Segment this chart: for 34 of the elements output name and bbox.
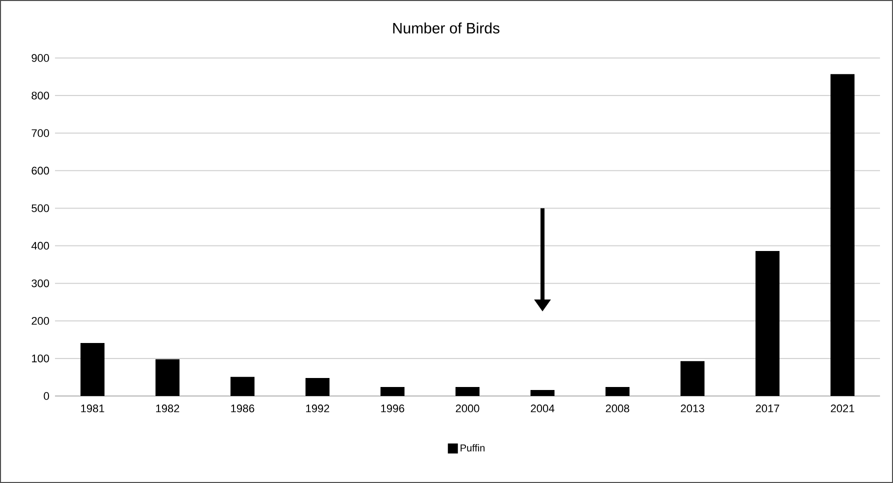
legend-label: Puffin [460,444,485,452]
y-tick-label: 200 [32,317,50,325]
bar [156,359,180,396]
x-tick-label: 2021 [830,404,854,412]
y-tick-label: 600 [32,166,50,175]
y-tick-label: 300 [32,279,50,288]
y-tick-label: 700 [32,129,50,137]
x-tick-label: 1982 [156,404,180,412]
bar [380,386,405,396]
bar [606,386,630,396]
bar [80,343,104,396]
bar [830,74,855,396]
x-tick-label: 2013 [680,404,704,412]
y-tick-label: 100 [32,354,50,362]
y-tick-label: 0 [44,392,50,400]
x-tick-label: 1981 [81,404,104,412]
bar [530,390,555,396]
x-tick-label: 2017 [756,404,780,412]
bar [680,361,705,396]
bar [756,251,780,396]
bar [306,378,330,396]
y-tick-label: 400 [31,242,50,250]
y-tick-label: 800 [32,92,50,100]
bar [456,386,480,396]
x-tick-label: 1992 [306,404,330,412]
bar [230,376,255,396]
y-tick-label: 900 [32,54,50,62]
y-tick-label: 500 [32,204,50,212]
x-tick-label: 2000 [456,404,480,412]
x-tick-label: 1986 [231,404,254,412]
x-tick-label: 2004 [530,404,554,412]
chart-title: Number of Birds [393,22,500,34]
x-tick-label: 2008 [606,404,630,412]
x-tick-label: 1996 [381,404,404,412]
